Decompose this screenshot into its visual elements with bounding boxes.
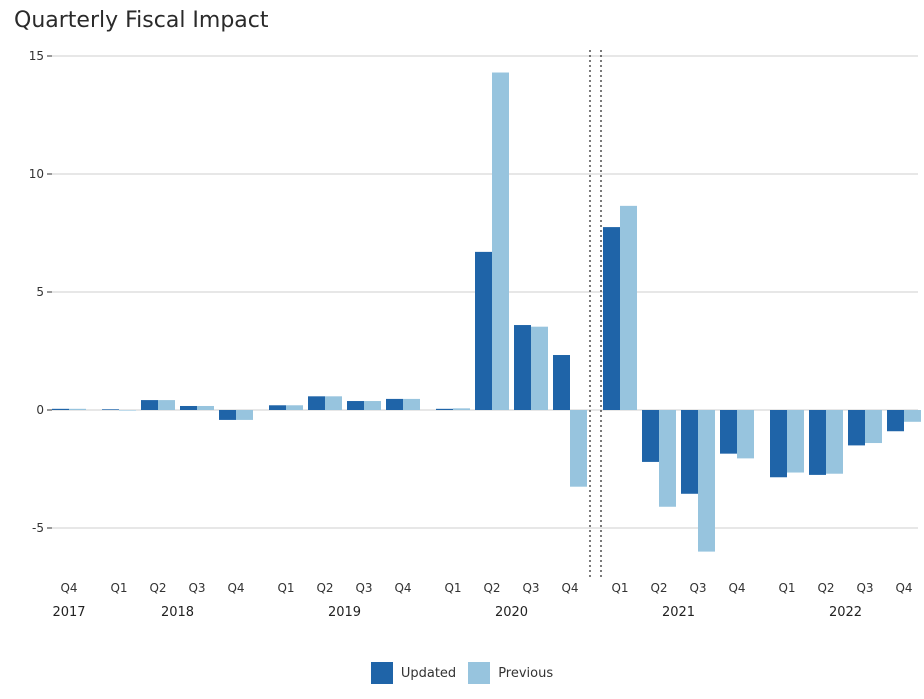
- y-tick-label: 10: [29, 167, 44, 181]
- bar-updated: [681, 410, 698, 494]
- bar-updated: [770, 410, 787, 478]
- year-label: 2021: [662, 605, 695, 620]
- bar-previous: [620, 205, 637, 410]
- bar-previous: [286, 405, 303, 410]
- x-tick-label: Q3: [188, 581, 205, 595]
- bar-updated: [386, 398, 403, 410]
- x-tick-label: Q4: [60, 581, 77, 595]
- bar-updated: [219, 410, 236, 420]
- legend-label: Updated: [400, 665, 457, 681]
- legend: Updated Previous: [0, 662, 924, 684]
- legend-swatch: [370, 662, 393, 684]
- x-tick-label: Q3: [355, 581, 372, 595]
- x-tick-label: Q4: [394, 581, 411, 595]
- bar-previous: [325, 396, 342, 410]
- bar-previous: [904, 410, 921, 422]
- bar-updated: [603, 227, 620, 410]
- x-tick-label: Q4: [227, 581, 244, 595]
- year-label: 2020: [495, 605, 528, 620]
- legend-item: Updated: [370, 662, 457, 684]
- bar-updated: [642, 410, 659, 462]
- x-tick-label: Q2: [149, 581, 166, 595]
- bar-previous: [698, 410, 715, 552]
- y-tick-label: 0: [36, 403, 44, 417]
- bar-previous: [403, 398, 420, 410]
- year-label: 2022: [829, 605, 862, 620]
- bar-previous: [364, 401, 381, 410]
- y-tick-label: -5: [32, 521, 44, 535]
- bar-chart: -5 0 5 10 15 Q4 Q1 Q2 Q3 Q4 Q1 Q2 Q3 Q4 Q1 Q2 Q3 Q4 Q1 Q2 Q3…: [29, 49, 921, 620]
- bar-previous: [492, 72, 509, 411]
- x-tick-label: Q4: [561, 581, 578, 595]
- bar-updated: [475, 251, 492, 410]
- x-tick-label: Q1: [778, 581, 795, 595]
- bar-updated: [180, 405, 197, 410]
- bar-updated: [553, 355, 570, 410]
- x-tick-label: Q3: [856, 581, 873, 595]
- x-tick-label: Q2: [650, 581, 667, 595]
- bar-updated: [436, 408, 453, 410]
- bar-updated: [141, 400, 158, 410]
- legend-swatch: [468, 662, 491, 684]
- x-tick-label: Q4: [895, 581, 912, 595]
- x-tick-label: Q2: [316, 581, 333, 595]
- bar-previous: [197, 405, 214, 410]
- x-tick-label: Q1: [277, 581, 294, 595]
- bar-updated: [848, 410, 865, 446]
- bar-previous: [236, 410, 253, 420]
- bar-previous: [69, 408, 86, 410]
- year-label: 2018: [161, 605, 194, 620]
- x-tick-label: Q2: [817, 581, 834, 595]
- bar-updated: [809, 410, 826, 475]
- bar-updated: [887, 410, 904, 432]
- legend-label: Previous: [498, 665, 554, 681]
- bar-previous: [787, 410, 804, 473]
- bar-previous: [531, 326, 548, 410]
- y-tick-label: 5: [36, 285, 44, 299]
- x-tick-label: Q1: [444, 581, 461, 595]
- bar-updated: [52, 408, 69, 410]
- bar-updated: [308, 396, 325, 410]
- bar-previous: [865, 410, 882, 444]
- bar-previous: [158, 400, 175, 410]
- bar-previous: [453, 408, 470, 410]
- bar-previous: [570, 410, 587, 487]
- y-tick-label: 15: [29, 49, 44, 63]
- x-tick-label: Q1: [110, 581, 127, 595]
- chart-title: Quarterly Fiscal Impact: [14, 8, 269, 33]
- bar-previous: [119, 410, 136, 411]
- year-label: 2019: [328, 605, 361, 620]
- x-tick-label: Q3: [689, 581, 706, 595]
- bar-previous: [826, 410, 843, 474]
- bar-updated: [269, 405, 286, 410]
- bar-updated: [514, 325, 531, 410]
- x-tick-label: Q4: [728, 581, 745, 595]
- bar-updated: [720, 410, 737, 454]
- x-tick-label: Q3: [522, 581, 539, 595]
- bar-updated: [347, 401, 364, 410]
- bar-previous: [659, 410, 676, 507]
- bar-updated: [102, 409, 119, 410]
- x-tick-label: Q2: [483, 581, 500, 595]
- year-label: 2017: [52, 605, 85, 620]
- bar-previous: [737, 410, 754, 459]
- x-tick-label: Q1: [611, 581, 628, 595]
- legend-item: Previous: [468, 662, 553, 684]
